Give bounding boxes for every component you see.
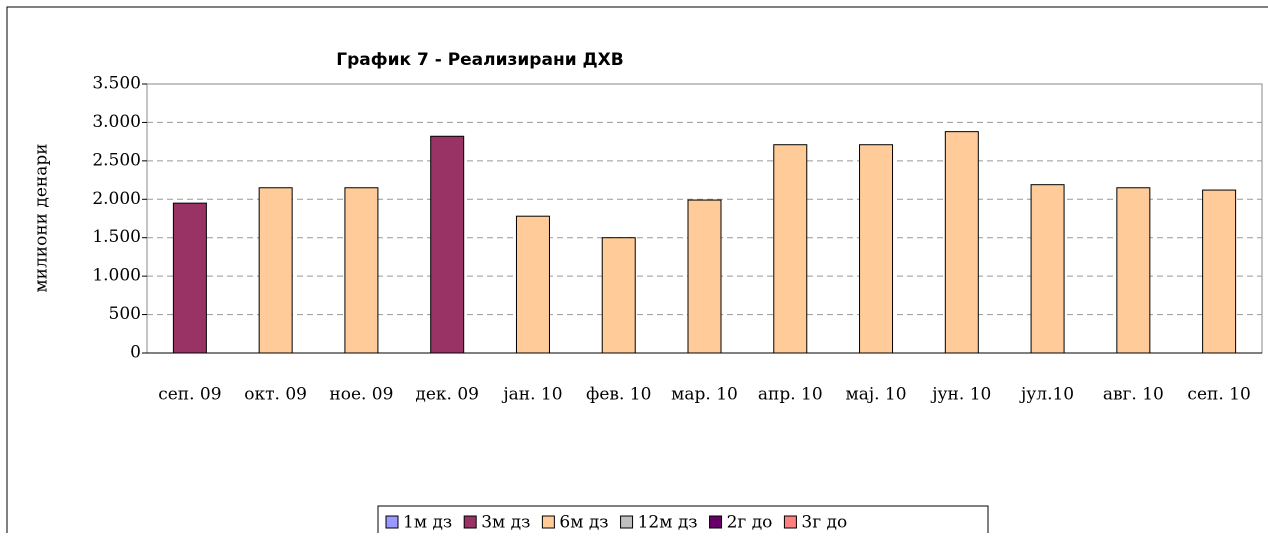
bar bbox=[1030, 184, 1065, 354]
legend-label: 2г до bbox=[727, 513, 773, 533]
y-tick-label: 500 bbox=[109, 304, 141, 324]
y-axis-label: милиони денари bbox=[32, 143, 52, 292]
x-tick-label: сеп. 10 bbox=[1187, 385, 1250, 405]
bar bbox=[773, 144, 808, 354]
legend-swatch bbox=[463, 515, 477, 529]
y-tick-label: 2.500 bbox=[92, 150, 141, 170]
y-tick-label: 3.000 bbox=[92, 112, 141, 132]
x-tick-label: дек. 09 bbox=[415, 385, 479, 405]
bar bbox=[1202, 189, 1237, 354]
bar bbox=[430, 135, 465, 354]
legend-label: 3г до bbox=[801, 513, 847, 533]
y-tick-label: 3.500 bbox=[92, 74, 141, 94]
x-tick-label: авг. 10 bbox=[1103, 385, 1164, 405]
x-tick-label: јан. 10 bbox=[501, 385, 562, 405]
bar bbox=[687, 199, 722, 354]
legend-swatch bbox=[541, 515, 555, 529]
x-tick-label: мар. 10 bbox=[671, 385, 738, 405]
x-tick-label: сеп. 09 bbox=[158, 385, 221, 405]
bar bbox=[172, 202, 207, 354]
x-tick-label: ное. 09 bbox=[329, 385, 393, 405]
legend-swatch bbox=[709, 515, 723, 529]
x-tick-label: мај. 10 bbox=[845, 385, 906, 405]
x-tick-label: окт. 09 bbox=[244, 385, 307, 405]
legend-swatch bbox=[385, 515, 399, 529]
x-tick-label: јул.10 bbox=[1019, 385, 1074, 405]
bar bbox=[344, 187, 379, 354]
y-tick-label: 1.500 bbox=[92, 227, 141, 247]
bar bbox=[859, 144, 894, 354]
legend-swatch bbox=[783, 515, 797, 529]
legend-label: 12м дз bbox=[638, 513, 698, 533]
bar bbox=[515, 215, 550, 354]
x-tick-label: јун. 10 bbox=[930, 385, 991, 405]
legend bbox=[377, 505, 989, 537]
frame bbox=[6, 6, 1268, 533]
y-tick-label: 1.000 bbox=[92, 266, 141, 286]
legend-label: 3м дз bbox=[481, 513, 530, 533]
legend-label: 1м дз bbox=[403, 513, 452, 533]
y-tick-label: 0 bbox=[130, 343, 141, 363]
bar bbox=[1116, 187, 1151, 354]
x-tick-label: апр. 10 bbox=[758, 385, 823, 405]
bar bbox=[601, 237, 636, 354]
bar bbox=[944, 131, 979, 354]
legend-label: 6м дз bbox=[559, 513, 608, 533]
bar bbox=[258, 187, 293, 354]
chart-title: График 7 - Реализирани ДХВ bbox=[336, 50, 623, 70]
legend-swatch bbox=[620, 515, 634, 529]
y-tick-label: 2.000 bbox=[92, 189, 141, 209]
x-tick-label: фев. 10 bbox=[586, 385, 651, 405]
